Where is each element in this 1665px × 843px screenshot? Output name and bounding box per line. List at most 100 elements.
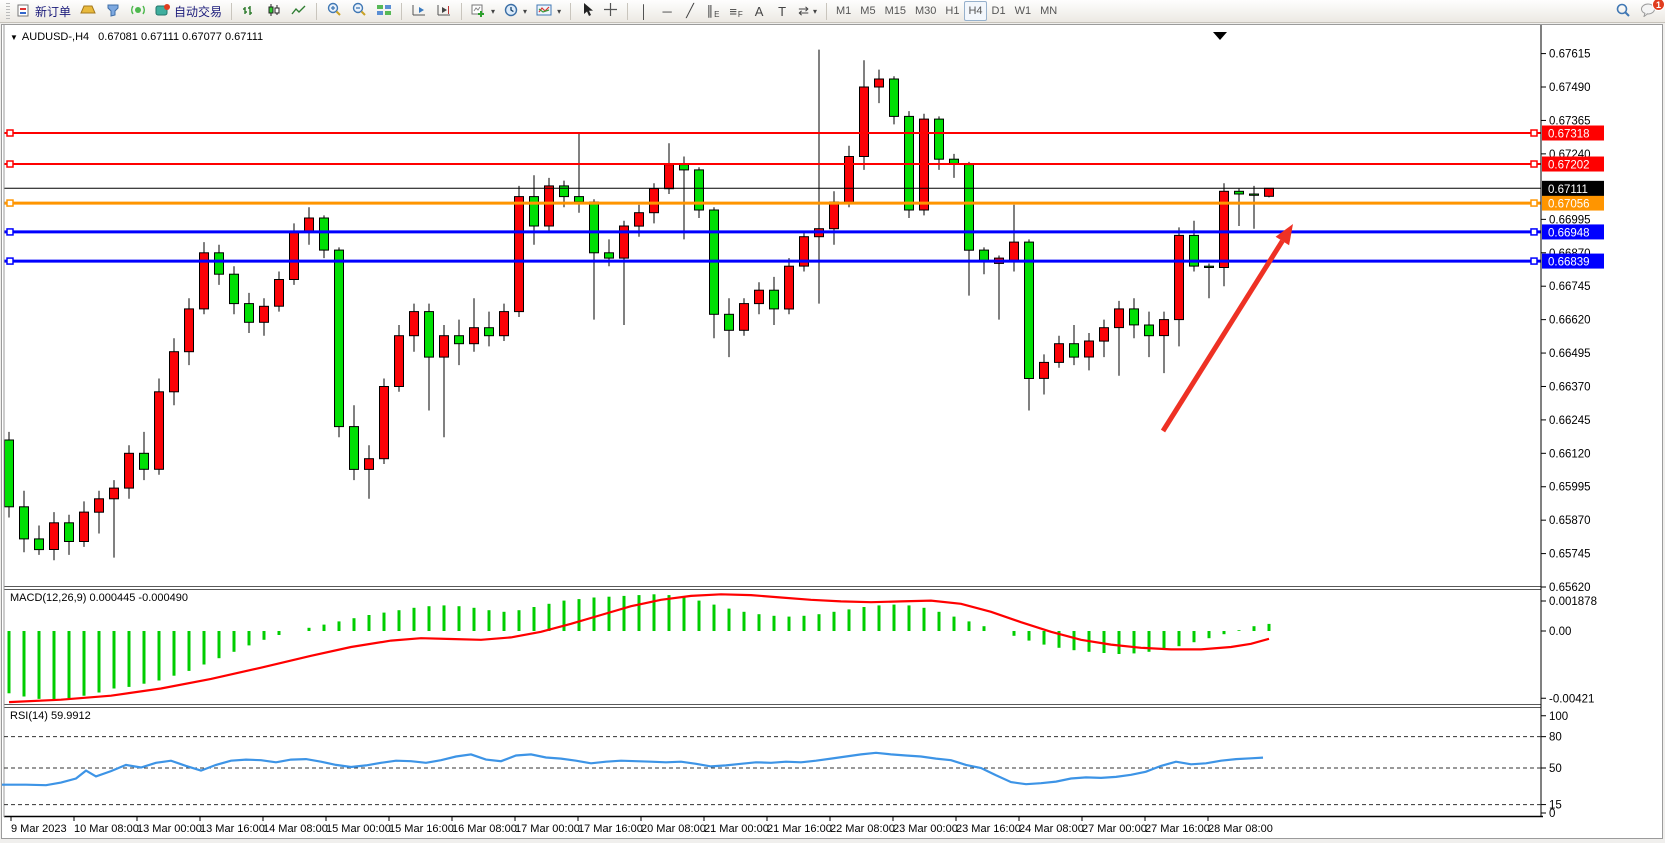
price-tick-label: 0.66745 <box>1549 281 1591 293</box>
vline-button[interactable]: │ <box>633 1 655 21</box>
line-handle[interactable] <box>1530 129 1538 137</box>
timeframe-h1-button[interactable]: H1 <box>941 1 963 21</box>
hline-button[interactable]: ─ <box>656 1 678 21</box>
text-button[interactable]: A <box>748 1 770 21</box>
candlestick-button[interactable] <box>262 1 286 21</box>
candle-body <box>934 118 944 160</box>
timeframe-m5-button[interactable]: M5 <box>856 1 879 21</box>
crosshair-button[interactable] <box>599 1 622 21</box>
auto-trading-button[interactable]: 自动交易 <box>151 1 226 21</box>
chart-shift-marker[interactable] <box>1213 32 1227 40</box>
search-icon <box>1615 2 1631 21</box>
notifications-button[interactable]: 1 <box>1636 0 1665 21</box>
price-chart-canvas[interactable]: 0.676150.674900.673650.672400.669950.668… <box>2 25 1664 838</box>
line-chart-icon <box>291 3 307 20</box>
candle-body <box>214 252 224 275</box>
trend-arrow[interactable] <box>1160 239 1285 433</box>
rsi-tick-label: 0 <box>1549 808 1555 820</box>
line-handle[interactable] <box>1530 228 1538 236</box>
timeframe-h4-button[interactable]: H4 <box>964 1 987 21</box>
timeframe-m30-button[interactable]: M30 <box>911 1 940 21</box>
timeframe-m15-button[interactable]: M15 <box>881 1 910 21</box>
line-handle[interactable] <box>6 160 14 168</box>
cursor-button[interactable] <box>576 1 598 21</box>
candle-body <box>739 303 749 331</box>
arrows-button[interactable]: ⇄ ▾ <box>794 1 821 21</box>
text-icon: A <box>754 3 764 19</box>
time-tick-label: 22 Mar 08:00 <box>830 823 895 835</box>
line-handle[interactable] <box>1530 199 1538 207</box>
rsi-line <box>2 751 1264 787</box>
market-watch-button[interactable] <box>101 1 125 21</box>
time-tick-label: 13 Mar 00:00 <box>137 823 202 835</box>
price-tick-label: 0.65870 <box>1549 515 1591 527</box>
price-tick-label: 0.65620 <box>1549 582 1591 594</box>
candle-body <box>109 487 119 500</box>
macd-tick-label: 0.00 <box>1549 626 1571 638</box>
line-handle[interactable] <box>1530 160 1538 168</box>
market-watch-icon <box>105 3 121 20</box>
line-handle[interactable] <box>6 129 14 137</box>
time-tick-label: 24 Mar 08:00 <box>1019 823 1084 835</box>
time-tick-label: 15 Mar 16:00 <box>389 823 454 835</box>
candle-body <box>79 511 89 543</box>
candle-body <box>334 249 344 428</box>
signals-button[interactable] <box>126 1 150 21</box>
price-tick-label: 0.67615 <box>1549 49 1591 61</box>
collapse-icon[interactable]: ▼ <box>10 33 18 42</box>
rsi-tick-label: 50 <box>1549 763 1562 775</box>
timeframe-d1-button[interactable]: D1 <box>988 1 1010 21</box>
zoom-in-button[interactable] <box>322 1 346 21</box>
candle-body <box>1009 241 1019 262</box>
time-tick-label: 23 Mar 16:00 <box>956 823 1021 835</box>
period-button[interactable]: ▾ <box>500 1 531 21</box>
indicators-button[interactable]: ▾ <box>532 1 565 21</box>
search-button[interactable] <box>1611 1 1635 21</box>
new-order-button[interactable]: 新订单 <box>13 1 75 21</box>
candle-body <box>1249 193 1259 196</box>
channel-sub-label: E <box>714 9 720 19</box>
new-chart-button[interactable]: ▾ <box>467 1 499 21</box>
gold-button[interactable] <box>76 1 100 21</box>
chart-shift-button[interactable] <box>432 1 456 21</box>
price-tick-label: 0.66995 <box>1549 214 1591 226</box>
candle-body <box>754 289 764 305</box>
arrows-icon: ⇄ <box>798 3 809 18</box>
bar-chart-button[interactable] <box>237 1 261 21</box>
candle-body <box>1054 343 1064 363</box>
time-tick-label: 20 Mar 08:00 <box>641 823 706 835</box>
candle-body <box>319 217 329 251</box>
auto-trading-label: 自动交易 <box>174 4 223 19</box>
timeframe-m1-button[interactable]: M1 <box>832 1 855 21</box>
fibonacci-button[interactable]: ≡ F <box>725 1 747 21</box>
timeframe-label: M30 <box>914 5 937 17</box>
trendline-button[interactable]: ╱ <box>679 1 701 21</box>
macd-signal-line <box>8 593 1270 704</box>
price-tick-label: 0.65995 <box>1549 482 1591 494</box>
timeframe-w1-button[interactable]: W1 <box>1011 1 1036 21</box>
line-handle[interactable] <box>1530 257 1538 265</box>
chevron-down-icon: ▾ <box>812 6 817 16</box>
time-tick-label: 27 Mar 16:00 <box>1145 823 1210 835</box>
candle-body <box>769 289 779 310</box>
timeframe-mn-button[interactable]: MN <box>1036 1 1061 21</box>
candle-body <box>1114 308 1124 329</box>
auto-scroll-button[interactable] <box>407 1 431 21</box>
candle-body <box>229 273 239 305</box>
rsi-tick-label: 100 <box>1549 711 1568 723</box>
timeframe-label: MN <box>1040 5 1058 17</box>
candle-body <box>1264 187 1274 197</box>
candle-body <box>1024 241 1034 379</box>
zoom-out-button[interactable] <box>347 1 371 21</box>
line-chart-button[interactable] <box>287 1 311 21</box>
line-handle[interactable] <box>6 199 14 207</box>
candle-body <box>964 164 974 251</box>
candle-body <box>514 196 524 313</box>
candle-body <box>874 78 884 88</box>
chart-window[interactable]: 0.676150.674900.673650.672400.669950.668… <box>1 24 1663 839</box>
channel-button[interactable]: ∥ E <box>702 1 724 21</box>
text-label-button[interactable]: T <box>771 1 793 21</box>
tile-windows-button[interactable] <box>372 1 396 21</box>
line-handle[interactable] <box>6 228 14 236</box>
line-handle[interactable] <box>6 257 14 265</box>
